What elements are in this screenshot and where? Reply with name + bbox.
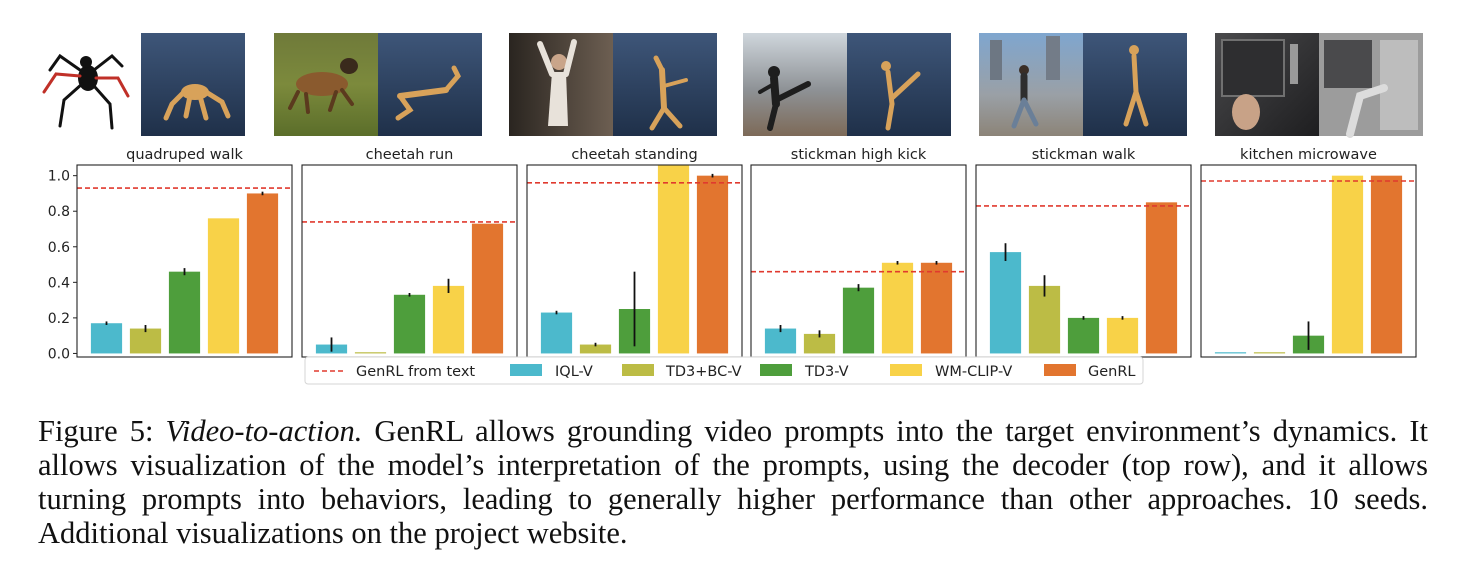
bar-genrl [471,223,504,354]
panel-5: kitchen microwave [1200,147,1417,358]
bar-wm-clip-v [657,165,690,354]
bar-td3-v [842,287,875,354]
person-walking-icon [990,36,1060,129]
bar-genrl [1145,202,1178,354]
spider-drawing-icon [42,53,130,130]
legend-label-td3: TD3-V [804,364,849,380]
bar-td3-bc-v [1253,352,1286,354]
bar-wm-clip-v [1106,317,1139,354]
kitchen-robot-render-icon [1324,40,1418,138]
caption-label: Figure 5: [38,414,154,448]
panel-frame [76,164,293,358]
legend-swatch-iql [510,364,542,376]
bar-td3-bc-v [129,328,162,354]
bar-td3-v [393,294,426,354]
y-tick-label: 1.0 [48,169,70,185]
thumbnail-row [40,33,1423,138]
thumbnail-cheetah-run [274,33,482,136]
y-tick-label: 0.0 [48,346,70,362]
person-arms-raised-icon [537,39,577,126]
microwave-hand-icon [1221,39,1298,130]
martial-artist-icon [758,66,811,131]
legend-label-wmclip: WM-CLIP-V [935,364,1012,380]
chart-panels: quadruped walk 0.0 0.2 0.4 0.6 0.8 1.0 cheetah … [48,147,1417,362]
bar-wm-clip-v [881,262,914,354]
panel-0: quadruped walk 0.0 0.2 0.4 0.6 0.8 1.0 [48,147,293,362]
y-tick-label: 0.6 [48,240,70,256]
thumbnail-cheetah-standing [509,33,717,136]
thumbnail-stickman-high-kick [743,33,951,136]
figure-caption: Figure 5: Video-to-action. GenRL allows … [38,414,1428,550]
panel-title: stickman high kick [791,147,927,163]
caption-emphasis: Video-to-action. [165,414,363,448]
bars [90,191,279,354]
panel-title: cheetah run [366,147,454,163]
bars [989,202,1178,354]
thumbnail-stickman-walk [979,33,1187,136]
bar-iql-v [90,323,123,354]
y-tick-label: 0.8 [48,204,70,220]
panel-1: cheetah run [301,147,518,358]
bar-genrl [696,175,729,354]
bar-td3-bc-v [1028,285,1061,354]
bar-iql-v [1214,352,1247,354]
cheetah-standing-render-icon [649,55,688,131]
bar-wm-clip-v [432,285,465,354]
panel-title: cheetah standing [571,147,697,163]
legend: GenRL from text IQL-V TD3+BC-V TD3-V WM-… [304,356,1144,385]
stickman-walk-render-icon [1123,45,1149,127]
legend-swatch-genrl [1044,364,1076,376]
panel-2: cheetah standing [526,147,743,358]
y-tick-label: 0.4 [48,275,70,291]
bar-iql-v [540,312,573,354]
figure: quadruped walk 0.0 0.2 0.4 0.6 0.8 1.0 cheetah … [40,33,1423,385]
bars [540,165,729,354]
legend-label-iql: IQL-V [555,364,593,380]
panel-title: quadruped walk [126,147,243,163]
legend-label-genrl: GenRL [1088,364,1136,380]
cheetah-run-render-icon [395,65,461,121]
bar-wm-clip-v [1331,175,1364,354]
panel-3: stickman high kick [750,147,967,358]
legend-label-td3bc: TD3+BC-V [665,364,742,380]
stickman-kick-render-icon [881,61,921,131]
bar-td3-bc-v [579,344,612,354]
legend-swatch-td3bc [622,364,654,376]
panel-4: stickman walk [975,147,1192,358]
caption-text: GenRL allows grounding video prompts int… [38,414,1428,550]
bars [315,223,504,354]
bar-genrl [1370,175,1403,354]
bar-td3-v [1067,317,1100,354]
legend-reference-label: GenRL from text [356,364,475,380]
legend-swatch-td3 [760,364,792,376]
thumbnail-quadruped [40,33,245,136]
panel-title: kitchen microwave [1240,147,1377,163]
panel-frame [1200,164,1417,358]
panel-title: stickman walk [1032,147,1136,163]
bar-genrl [246,193,279,354]
bar-iql-v [989,252,1022,354]
bars [764,261,953,354]
bar-td3-bc-v [354,352,387,354]
bar-td3-bc-v [803,333,836,354]
thumbnail-kitchen-microwave [1215,33,1423,138]
bar-genrl [920,262,953,354]
bar-iql-v [764,328,797,354]
bar-wm-clip-v [207,218,240,354]
y-tick-label: 0.2 [48,311,70,327]
bar-td3-v [168,271,201,354]
legend-swatch-wmclip [890,364,922,376]
bars [1214,175,1403,354]
dog-photo-icon [288,58,358,114]
ant-render-icon [163,84,231,121]
